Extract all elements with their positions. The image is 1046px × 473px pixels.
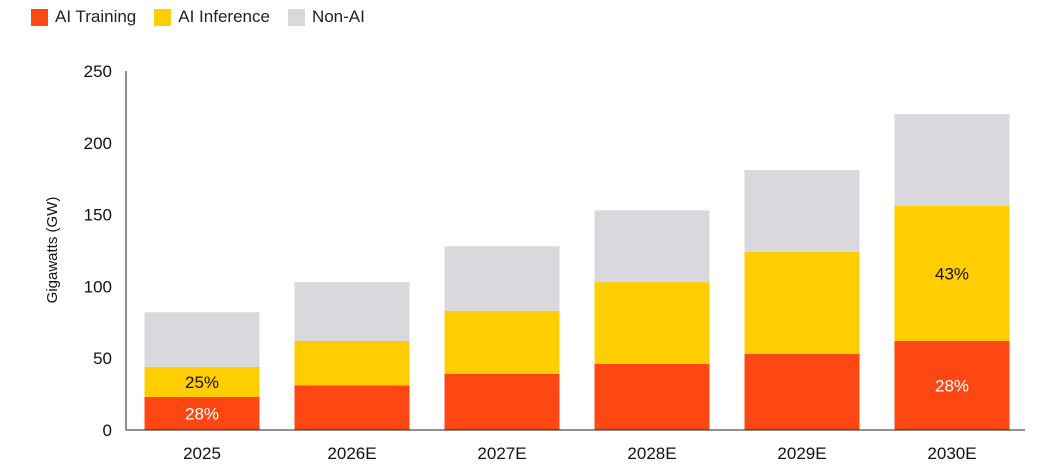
bar-ai-training-2026e <box>294 385 410 430</box>
bar-labels-group: 28% 25% 28% 43% <box>185 264 969 423</box>
legend-item-ai-training: AI Training <box>31 7 136 27</box>
bar-non-ai-2026e <box>294 282 410 341</box>
axes-group: 2025 2026E 2027E 2028E 2029E 2030E 0 50 100 150 20… <box>44 62 1025 463</box>
y-tick-label-150: 150 <box>84 206 112 225</box>
y-tick-label-100: 100 <box>84 277 112 296</box>
bar-non-ai-2030e <box>894 114 1010 206</box>
data-label-ai-training-2030e: 28% <box>935 376 969 395</box>
legend-label-ai-training: AI Training <box>55 7 137 26</box>
y-tick-label-200: 200 <box>84 134 112 153</box>
data-label-ai-inference-2025: 25% <box>185 373 219 392</box>
y-tick-label-250: 250 <box>84 62 112 81</box>
bar-non-ai-2025 <box>144 312 260 367</box>
legend-item-non-ai: Non-AI <box>287 7 365 27</box>
data-label-ai-inference-2030e: 43% <box>935 264 969 283</box>
bar-ai-training-2030e <box>894 340 1010 430</box>
y-tick-label-0: 0 <box>103 421 112 440</box>
x-tick-label-2026e: 2026E <box>327 444 376 463</box>
bar-ai-inference-2027e <box>444 310 560 374</box>
legend-swatch-ai-training <box>31 8 48 26</box>
bar-non-ai-2028e <box>594 210 710 283</box>
bar-ai-training-2027e <box>444 373 560 430</box>
bars-group <box>144 114 1010 430</box>
bar-ai-training-2029e <box>744 353 860 430</box>
y-tick-label-50: 50 <box>93 349 112 368</box>
x-tick-label-2028e: 2028E <box>627 444 676 463</box>
bar-non-ai-2027e <box>444 246 560 311</box>
bar-ai-inference-2028e <box>594 282 710 364</box>
legend-label-ai-inference: AI Inference <box>178 7 270 26</box>
x-tick-label-2027e: 2027E <box>477 444 526 463</box>
bar-non-ai-2029e <box>744 170 860 252</box>
bar-ai-inference-2029e <box>744 251 860 354</box>
legend-swatch-ai-inference <box>154 8 172 26</box>
bar-ai-training-2028e <box>594 363 710 430</box>
bar-ai-inference-2026e <box>294 340 410 386</box>
y-axis-title: Gigawatts (GW) <box>44 197 61 304</box>
legend-swatch-non-ai <box>287 8 305 26</box>
bar-ai-training-2025 <box>144 396 260 430</box>
x-tick-label-2025: 2025 <box>183 444 221 463</box>
legend-item-ai-inference: AI Inference <box>154 7 270 27</box>
bar-ai-inference-2030e <box>894 205 1010 341</box>
legend-label-non-ai: Non-AI <box>311 7 365 26</box>
bar-ai-inference-2025 <box>144 366 260 397</box>
x-tick-label-2029e: 2029E <box>777 444 826 463</box>
chart-legend: AI Training AI Inference Non-AI <box>31 5 365 29</box>
data-label-ai-training-2025: 28% <box>185 404 219 423</box>
x-tick-label-2030e: 2030E <box>927 444 976 463</box>
